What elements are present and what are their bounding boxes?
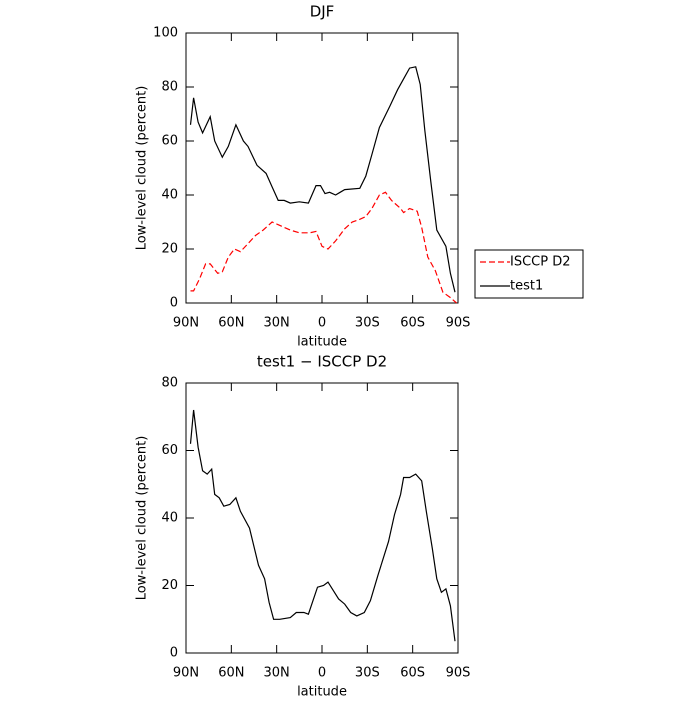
x-axis-label: latitude [297,685,347,700]
y-tick-label: 0 [170,646,178,661]
y-tick-label: 40 [161,188,178,203]
legend-label: ISCCP D2 [510,255,571,270]
y-tick-label: 80 [161,376,178,391]
y-tick-label: 20 [161,578,178,593]
y-tick-label: 40 [161,511,178,526]
x-tick-label: 60S [400,316,425,331]
y-tick-label: 0 [170,296,178,311]
data-line [189,409,456,642]
x-tick-label: 90S [446,316,471,331]
x-tick-label: 30N [264,666,290,681]
chart-title: test1 − ISCCP D2 [257,353,387,371]
data-line [189,66,456,293]
legend-label: test1 [510,279,543,294]
y-axis-label: Low-level cloud (percent) [135,86,150,251]
y-tick-label: 20 [161,242,178,257]
y-tick-label: 80 [161,80,178,95]
x-tick-label: 0 [318,666,326,681]
x-tick-label: 30S [355,316,380,331]
x-tick-label: 90N [173,316,199,331]
x-tick-label: 60S [400,666,425,681]
x-tick-label: 90S [446,666,471,681]
x-tick-label: 30N [264,316,290,331]
data-line [190,191,457,304]
x-axis-label: latitude [297,335,347,350]
x-tick-label: 60N [218,316,244,331]
x-tick-label: 0 [318,316,326,331]
y-tick-label: 60 [161,443,178,458]
plot-frame [185,382,459,654]
x-tick-label: 90N [173,666,199,681]
y-axis-label: Low-level cloud (percent) [135,436,150,601]
chart-title: DJF [310,3,335,21]
y-tick-label: 100 [153,26,178,41]
legend-box [474,249,584,299]
x-tick-label: 60N [218,666,244,681]
x-tick-label: 30S [355,666,380,681]
y-tick-label: 60 [161,134,178,149]
